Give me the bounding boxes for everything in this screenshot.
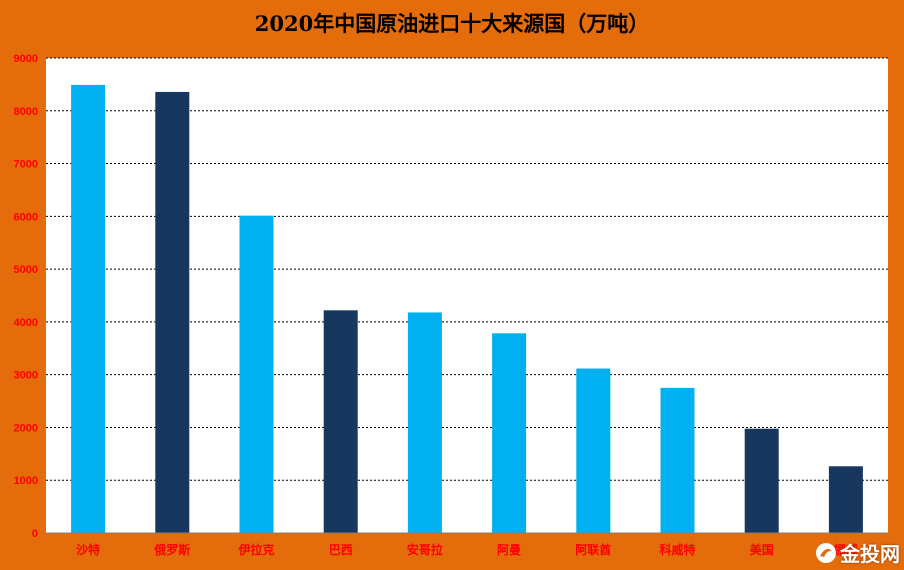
watermark: 金投网 bbox=[815, 538, 900, 567]
x-category-label: 挪威 bbox=[834, 542, 858, 557]
watermark-logo-icon bbox=[816, 542, 836, 563]
bar-2 bbox=[155, 91, 190, 534]
x-axis-labels: 沙特 俄罗斯 伊拉克 巴西 安哥拉 阿曼 阿联酋 科威特 美国 挪威 bbox=[76, 542, 858, 557]
watermark-text: 金投网 bbox=[840, 542, 900, 566]
y-axis-ticks: 0 1000 2000 3000 4000 5000 6000 7000 8000 9000 bbox=[14, 53, 38, 540]
y-tick-label: 5000 bbox=[14, 264, 38, 276]
y-tick-label: 3000 bbox=[14, 370, 38, 382]
bar-3 bbox=[239, 215, 274, 533]
bar-5 bbox=[407, 312, 442, 533]
x-category-label: 俄罗斯 bbox=[153, 542, 190, 557]
y-tick-label: 8000 bbox=[14, 106, 38, 118]
bar-7 bbox=[576, 368, 611, 533]
x-category-label: 阿曼 bbox=[497, 543, 521, 557]
y-tick-label: 6000 bbox=[14, 211, 38, 223]
bar-6 bbox=[492, 333, 527, 533]
bar-1 bbox=[71, 84, 106, 534]
y-tick-label: 9000 bbox=[14, 53, 38, 65]
y-tick-label: 0 bbox=[32, 528, 38, 540]
y-tick-label: 2000 bbox=[14, 422, 38, 434]
x-category-label: 阿联酋 bbox=[575, 542, 611, 557]
y-tick-label: 1000 bbox=[14, 475, 38, 487]
x-category-label: 美国 bbox=[750, 542, 774, 557]
x-category-label: 科威特 bbox=[659, 542, 695, 557]
bar-8 bbox=[660, 387, 695, 533]
chart-title: 2020年中国原油进口十大来源国（万吨） bbox=[254, 11, 650, 36]
bars bbox=[71, 84, 863, 534]
bar-10 bbox=[828, 466, 863, 533]
y-tick-label: 7000 bbox=[14, 159, 38, 171]
y-tick-label: 4000 bbox=[14, 317, 38, 329]
x-category-label: 伊拉克 bbox=[237, 542, 274, 557]
bar-4 bbox=[323, 310, 358, 533]
x-category-label: 巴西 bbox=[329, 543, 353, 557]
x-category-label: 沙特 bbox=[76, 542, 100, 557]
x-category-label: 安哥拉 bbox=[407, 542, 443, 557]
bar-9 bbox=[744, 428, 779, 533]
